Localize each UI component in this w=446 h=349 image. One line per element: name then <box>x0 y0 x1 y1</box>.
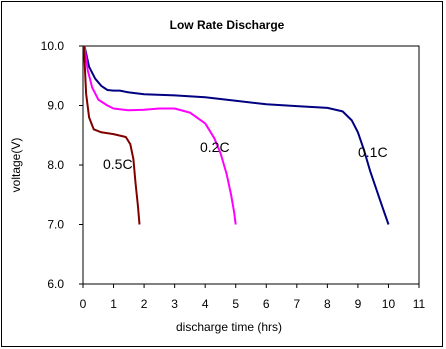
x-tick-label: 10 <box>382 297 396 311</box>
x-tick-label: 1 <box>110 297 117 311</box>
x-tick-label: 11 <box>413 297 426 311</box>
y-axis-ticks: 6.0 7.0 8.0 9.0 10.0 <box>41 39 83 291</box>
y-tick-label: 9.0 <box>47 99 64 113</box>
series-label-0-5c: 0.5C <box>103 156 133 172</box>
x-axis-label: discharge time (hrs) <box>176 320 282 334</box>
y-tick-label: 6.0 <box>47 277 64 291</box>
y-tick-label: 8.0 <box>47 158 64 172</box>
series-label-0-2c: 0.2C <box>200 139 230 155</box>
x-tick-label: 4 <box>202 297 209 311</box>
x-tick-label: 3 <box>171 297 178 311</box>
y-tick-label: 10.0 <box>41 39 65 53</box>
series-line-0-1c <box>83 45 390 225</box>
series-line-0-5c <box>82 45 141 225</box>
x-tick-label: 2 <box>141 297 148 311</box>
series-lines <box>82 45 390 225</box>
y-tick-label: 7.0 <box>47 218 64 232</box>
x-tick-label: 7 <box>293 297 300 311</box>
series-line-0-2c <box>83 45 237 225</box>
x-tick-label: 0 <box>80 297 87 311</box>
x-tick-label: 5 <box>232 297 239 311</box>
x-tick-label: 6 <box>263 297 270 311</box>
y-axis-label: voltage(V) <box>9 138 23 193</box>
x-axis-ticks: 0 1 2 3 4 5 6 7 8 9 10 11 <box>80 284 426 311</box>
x-tick-label: 9 <box>355 297 362 311</box>
series-label-0-1c: 0.1C <box>358 144 388 160</box>
chart-title: Low Rate Discharge <box>170 18 285 32</box>
plot-area <box>82 45 420 285</box>
x-tick-label: 8 <box>324 297 331 311</box>
